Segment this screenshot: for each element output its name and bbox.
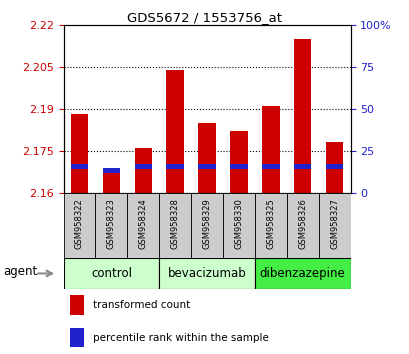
Text: control: control [91, 267, 132, 280]
Text: agent: agent [3, 266, 37, 279]
Text: bevacizumab: bevacizumab [167, 267, 246, 280]
Text: GSM958327: GSM958327 [329, 198, 338, 249]
Text: dibenzazepine: dibenzazepine [259, 267, 345, 280]
FancyBboxPatch shape [63, 258, 159, 289]
Bar [198, 164, 215, 169]
Bar [70, 114, 88, 193]
Text: percentile rank within the sample: percentile rank within the sample [92, 333, 268, 343]
Text: GSM958324: GSM958324 [138, 198, 147, 249]
Bar [134, 148, 152, 193]
FancyBboxPatch shape [63, 193, 95, 258]
Bar [102, 171, 120, 193]
Bar [325, 164, 343, 169]
Bar [166, 164, 184, 169]
Bar [166, 70, 184, 193]
Bar [198, 123, 215, 193]
Bar [293, 164, 311, 169]
Bar [293, 39, 311, 193]
Text: GSM958326: GSM958326 [297, 198, 306, 249]
Bar [261, 106, 279, 193]
Text: GSM958323: GSM958323 [107, 198, 116, 249]
Text: GSM958322: GSM958322 [75, 198, 84, 249]
FancyBboxPatch shape [127, 193, 159, 258]
FancyBboxPatch shape [159, 258, 254, 289]
Text: GDS5672 / 1553756_at: GDS5672 / 1553756_at [127, 11, 282, 24]
Bar [102, 168, 120, 173]
FancyBboxPatch shape [222, 193, 254, 258]
FancyBboxPatch shape [254, 193, 286, 258]
Text: GSM958329: GSM958329 [202, 198, 211, 249]
FancyBboxPatch shape [191, 193, 222, 258]
FancyBboxPatch shape [159, 193, 191, 258]
FancyBboxPatch shape [95, 193, 127, 258]
Text: GSM958328: GSM958328 [170, 198, 179, 249]
Bar [325, 142, 343, 193]
Bar [70, 164, 88, 169]
Bar [229, 164, 247, 169]
FancyBboxPatch shape [70, 328, 84, 348]
Bar [261, 164, 279, 169]
Text: GSM958325: GSM958325 [266, 198, 275, 249]
Bar [229, 131, 247, 193]
Text: transformed count: transformed count [92, 300, 189, 310]
FancyBboxPatch shape [254, 258, 350, 289]
Text: GSM958330: GSM958330 [234, 198, 243, 249]
FancyBboxPatch shape [286, 193, 318, 258]
FancyBboxPatch shape [70, 295, 84, 315]
Bar [134, 164, 152, 169]
FancyBboxPatch shape [318, 193, 350, 258]
